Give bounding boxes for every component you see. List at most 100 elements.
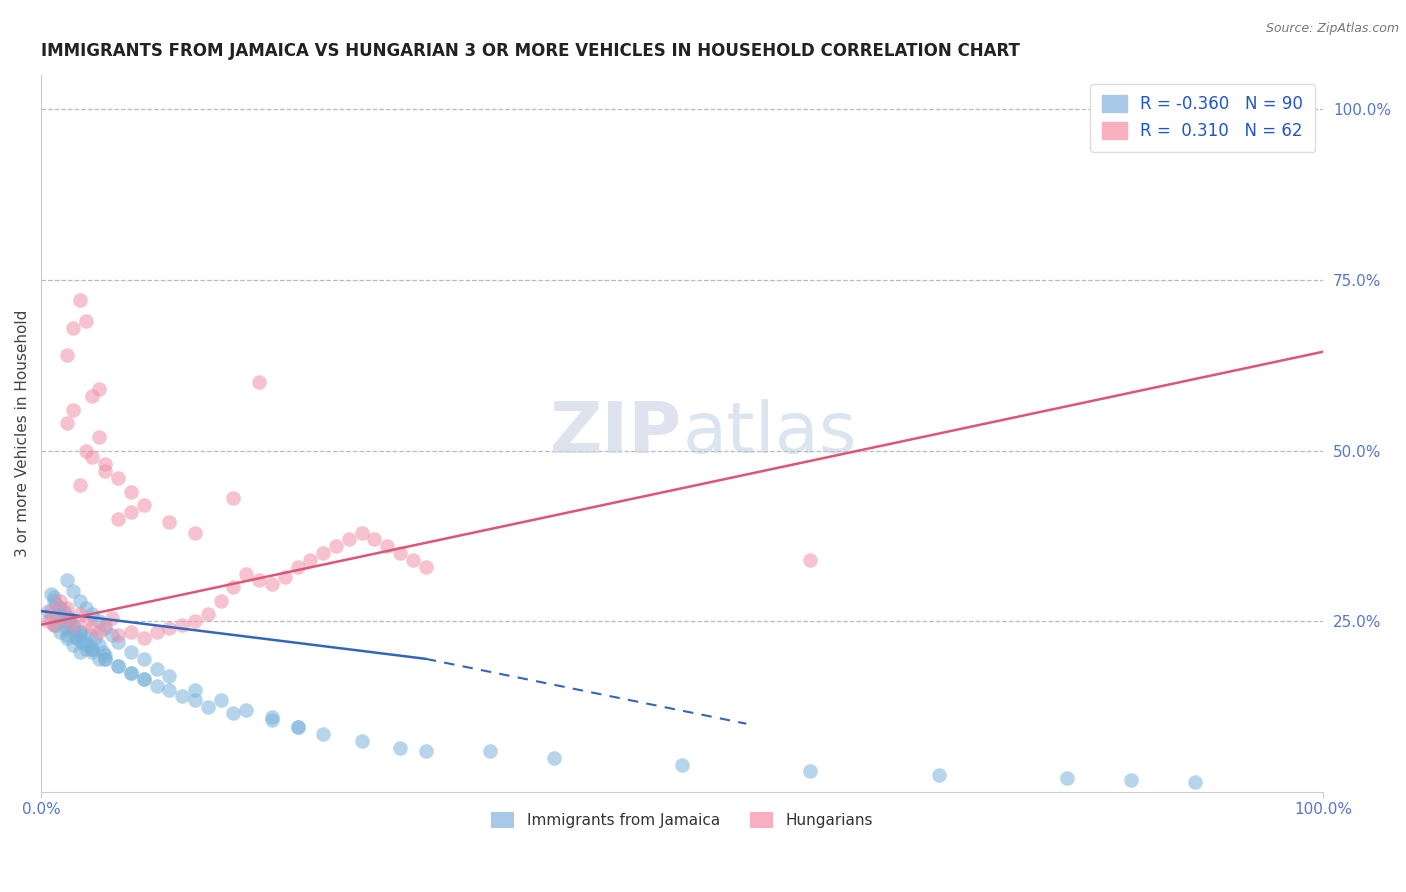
Point: [87, 430, 110, 444]
Point: [53, 615, 76, 629]
Point: [62, 583, 84, 598]
Point: [107, 634, 129, 648]
Point: [87, 615, 110, 629]
Text: ZIP: ZIP: [550, 399, 682, 468]
Point: [87, 652, 110, 666]
Point: [82, 450, 104, 465]
Point: [287, 720, 309, 734]
Point: [415, 744, 437, 758]
Point: [107, 512, 129, 526]
Point: [94, 621, 117, 635]
Point: [402, 553, 425, 567]
Point: [235, 703, 257, 717]
Point: [69, 624, 91, 639]
Legend: Immigrants from Jamaica, Hungarians: Immigrants from Jamaica, Hungarians: [485, 806, 879, 835]
Point: [87, 624, 110, 639]
Point: [145, 624, 167, 639]
Point: [325, 539, 347, 553]
Point: [69, 628, 91, 642]
Point: [75, 634, 97, 648]
Point: [94, 652, 117, 666]
Point: [120, 665, 142, 680]
Point: [53, 604, 76, 618]
Point: [799, 553, 821, 567]
Point: [120, 645, 142, 659]
Point: [107, 658, 129, 673]
Point: [132, 498, 155, 512]
Point: [49, 607, 72, 622]
Point: [132, 673, 155, 687]
Point: [55, 628, 77, 642]
Point: [209, 594, 232, 608]
Point: [247, 376, 270, 390]
Point: [75, 638, 97, 652]
Point: [222, 491, 245, 506]
Point: [375, 539, 398, 553]
Point: [287, 559, 309, 574]
Point: [69, 607, 91, 622]
Point: [49, 624, 72, 639]
Point: [222, 580, 245, 594]
Point: [55, 600, 77, 615]
Point: [132, 652, 155, 666]
Point: [82, 607, 104, 622]
Point: [312, 727, 335, 741]
Point: [107, 658, 129, 673]
Point: [55, 632, 77, 646]
Point: [58, 615, 80, 629]
Point: [222, 706, 245, 721]
Point: [75, 641, 97, 656]
Point: [172, 690, 194, 704]
Point: [82, 641, 104, 656]
Point: [49, 600, 72, 615]
Point: [337, 533, 360, 547]
Point: [389, 546, 412, 560]
Point: [69, 477, 91, 491]
Point: [928, 768, 950, 782]
Point: [37, 604, 59, 618]
Point: [62, 624, 84, 639]
Point: [37, 615, 59, 629]
Point: [82, 621, 104, 635]
Point: [91, 645, 114, 659]
Point: [70, 634, 93, 648]
Text: IMMIGRANTS FROM JAMAICA VS HUNGARIAN 3 OR MORE VEHICLES IN HOUSEHOLD CORRELATION: IMMIGRANTS FROM JAMAICA VS HUNGARIAN 3 O…: [41, 42, 1019, 60]
Point: [62, 617, 84, 632]
Point: [120, 624, 142, 639]
Point: [79, 628, 101, 642]
Point: [287, 720, 309, 734]
Point: [42, 617, 65, 632]
Point: [69, 624, 91, 639]
Point: [75, 615, 97, 629]
Point: [260, 710, 283, 724]
Point: [312, 546, 335, 560]
Point: [82, 389, 104, 403]
Point: [235, 566, 257, 581]
Point: [209, 693, 232, 707]
Point: [184, 525, 207, 540]
Point: [478, 744, 501, 758]
Point: [42, 594, 65, 608]
Point: [671, 757, 693, 772]
Point: [350, 525, 373, 540]
Point: [132, 673, 155, 687]
Point: [69, 645, 91, 659]
Point: [45, 597, 67, 611]
Point: [87, 382, 110, 396]
Point: [120, 665, 142, 680]
Point: [100, 628, 122, 642]
Point: [1184, 774, 1206, 789]
Point: [75, 443, 97, 458]
Point: [41, 611, 63, 625]
Point: [350, 733, 373, 747]
Point: [363, 533, 385, 547]
Point: [87, 638, 110, 652]
Point: [84, 632, 107, 646]
Point: [120, 505, 142, 519]
Point: [543, 751, 565, 765]
Point: [799, 764, 821, 779]
Point: [107, 471, 129, 485]
Point: [145, 662, 167, 676]
Point: [260, 713, 283, 727]
Point: [132, 632, 155, 646]
